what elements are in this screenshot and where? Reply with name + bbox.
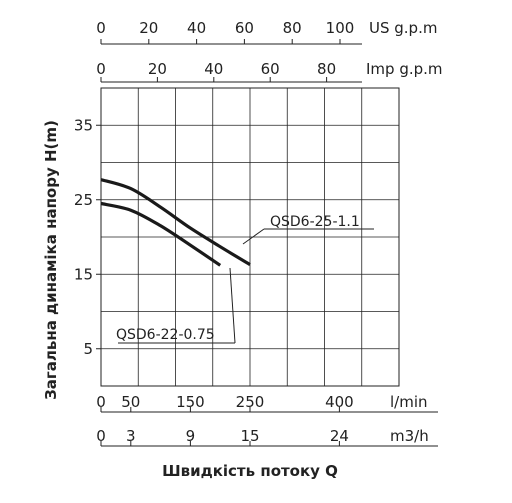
- series-annotation-qsd6-22: QSD6-22-0.75: [116, 267, 236, 344]
- series-annotation-qsd6-25: QSD6-25-1.1: [242, 214, 374, 245]
- axis-tick-label: 150: [176, 393, 205, 411]
- axis-tick-label: 20: [148, 60, 167, 78]
- grid: [101, 88, 399, 386]
- axis-tick-label: 60: [261, 60, 280, 78]
- axis-tick-label: 0: [96, 427, 106, 445]
- axis-tick-label: 40: [187, 19, 206, 37]
- axis-tick-label: 250: [236, 393, 265, 411]
- axis-unit-label: Imp g.p.m: [366, 60, 443, 78]
- axis-tick-label: 80: [317, 60, 336, 78]
- x-axis-label: Швидкість потоку Q: [162, 462, 338, 480]
- axis-us_gpm: 0 20 40 60 80 100 US g.p.m: [96, 19, 437, 45]
- annotation-leader-qsd6-25: [242, 228, 265, 245]
- y-tick-label: 5: [83, 340, 93, 358]
- axis-tick-label: 3: [126, 427, 136, 445]
- axis-tick-label: 100: [326, 19, 355, 37]
- axis-tick-label: 60: [235, 19, 254, 37]
- annotation-label-qsd6-22: QSD6-22-0.75: [116, 327, 215, 343]
- y-axis-label: Загальна динаміка напору H(m): [42, 120, 60, 400]
- axis-tick-label: 0: [96, 19, 106, 37]
- axis-tick-label: 0: [96, 60, 106, 78]
- axis-tick-label: 9: [186, 427, 196, 445]
- axis-tick-label: 0: [96, 393, 106, 411]
- series-layer: [100, 178, 251, 267]
- axis-m3h: 0 3 9 15 24 m3/h: [96, 427, 438, 447]
- axis-unit-label: l/min: [390, 393, 428, 411]
- axis-unit-label: US g.p.m: [369, 19, 437, 37]
- axis-tick-label: 20: [139, 19, 158, 37]
- axis-tick-label: 50: [121, 393, 140, 411]
- annotation-label-qsd6-25: QSD6-25-1.1: [270, 214, 360, 230]
- axis-tick-label: 80: [283, 19, 302, 37]
- axis-imp_gpm: 0 20 40 60 80 Imp g.p.m: [96, 60, 443, 83]
- series-line-qsd6-25-1-1: [100, 178, 251, 266]
- axis-tick-label: 15: [240, 427, 259, 445]
- annotation-leader-qsd6-22: [229, 267, 236, 344]
- axis-tick-label: 24: [330, 427, 349, 445]
- axis-unit-label: m3/h: [390, 427, 429, 445]
- axis-tick-label: 400: [325, 393, 354, 411]
- y-tick-label: 35: [74, 116, 93, 134]
- axis-lmin: 0 50 150 250 400 l/min: [96, 393, 438, 413]
- y-tick-label: 25: [74, 191, 93, 209]
- y-tick-label: 15: [74, 265, 93, 283]
- series-line-qsd6-22-0-75: [100, 201, 222, 267]
- axis-tick-label: 40: [204, 60, 223, 78]
